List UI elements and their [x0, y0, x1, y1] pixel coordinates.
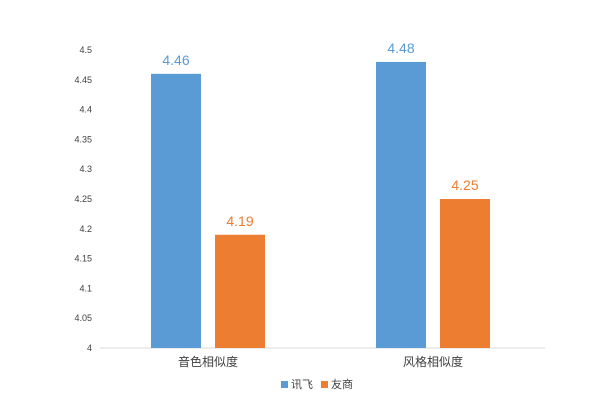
bar [151, 73, 201, 348]
legend-swatch [321, 381, 328, 388]
y-tick-label: 4 [87, 343, 92, 353]
bar [440, 199, 490, 348]
y-tick-label: 4.25 [74, 194, 92, 204]
y-tick-label: 4.2 [79, 224, 92, 234]
bar-value-label: 4.19 [226, 213, 253, 229]
legend: 讯飞 友商 [281, 377, 353, 391]
legend-swatch [281, 381, 288, 388]
x-axis-labels: 音色相似度 风格相似度 [178, 354, 463, 369]
y-tick-label: 4.45 [74, 75, 92, 85]
y-tick-label: 4.35 [74, 134, 92, 144]
bar-value-label: 4.25 [451, 177, 478, 193]
y-axis: 4 4.05 4.1 4.15 4.2 4.25 4.3 4.35 4.4 4.45 4.5 [74, 45, 92, 353]
y-tick-label: 4.5 [79, 45, 92, 55]
y-tick-label: 4.4 [79, 105, 92, 115]
legend-label: 讯飞 [291, 378, 313, 391]
y-tick-label: 4.3 [79, 164, 92, 174]
value-labels-group: 4.46 4.48 4.19 4.25 [162, 40, 478, 229]
bar-value-label: 4.46 [162, 52, 189, 68]
y-tick-label: 4.15 [74, 254, 92, 264]
bar-value-label: 4.48 [387, 40, 414, 56]
y-tick-label: 4.05 [74, 313, 92, 323]
bar [215, 234, 265, 348]
x-category-label: 音色相似度 [178, 354, 238, 369]
y-tick-label: 4.1 [79, 283, 92, 293]
bar [376, 61, 426, 349]
bars-group [151, 61, 490, 349]
x-category-label: 风格相似度 [403, 354, 463, 369]
legend-label: 友商 [331, 377, 353, 391]
